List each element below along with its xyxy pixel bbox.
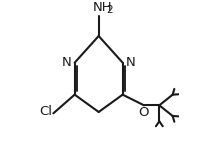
Text: 2: 2 — [107, 5, 113, 15]
Text: NH: NH — [93, 1, 112, 14]
Text: N: N — [126, 56, 136, 69]
Text: Cl: Cl — [39, 105, 52, 119]
Text: N: N — [62, 56, 71, 69]
Text: O: O — [139, 106, 149, 119]
